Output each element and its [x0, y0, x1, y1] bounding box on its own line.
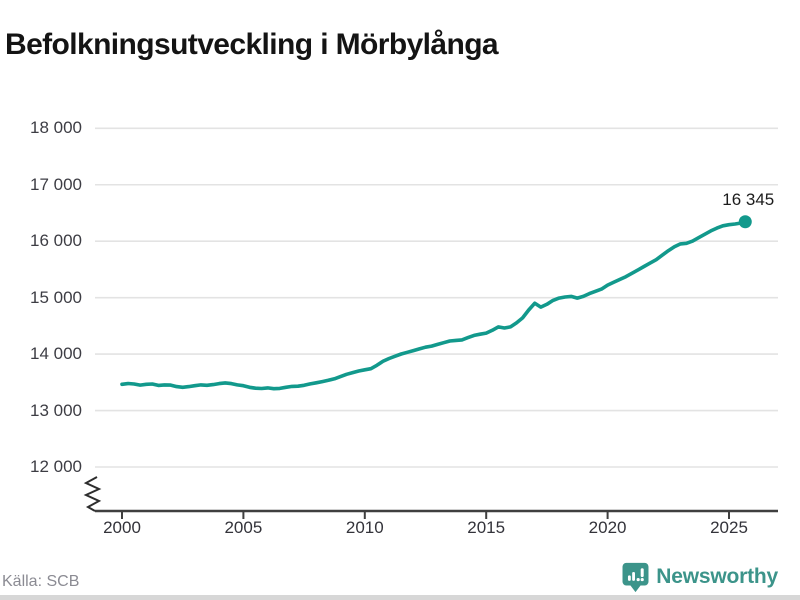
source-note: Källa: SCB [2, 573, 80, 590]
x-tick-label: 2015 [467, 518, 506, 537]
newsworthy-bubble-chart-icon [622, 562, 649, 593]
y-tick-label: 15 000 [30, 287, 82, 307]
y-tick-label: 17 000 [30, 174, 82, 194]
page-title: Befolkningsutveckling i Mörbylånga [5, 28, 499, 62]
y-tick-label: 18 000 [30, 118, 82, 138]
bottom-border-strip [0, 595, 800, 600]
y-tick-label: 12 000 [30, 457, 82, 476]
y-tick-label: 16 000 [30, 231, 82, 251]
last-value-label: 16 345 [722, 190, 775, 209]
x-tick-label: 2020 [588, 518, 627, 537]
x-tick-label: 2025 [710, 518, 748, 537]
y-tick-label: 13 000 [30, 400, 82, 420]
x-tick-label: 2005 [224, 518, 263, 537]
population-series-line [120, 219, 748, 391]
last-point-marker [738, 215, 752, 229]
axis-break-icon [83, 476, 102, 512]
x-tick-label: 2000 [103, 518, 141, 537]
brand-name: Newsworthy [656, 565, 778, 588]
y-tick-label: 14 000 [30, 344, 82, 364]
newsworthy-logo: Newsworthy [622, 560, 778, 594]
x-tick-label: 2010 [345, 518, 384, 537]
